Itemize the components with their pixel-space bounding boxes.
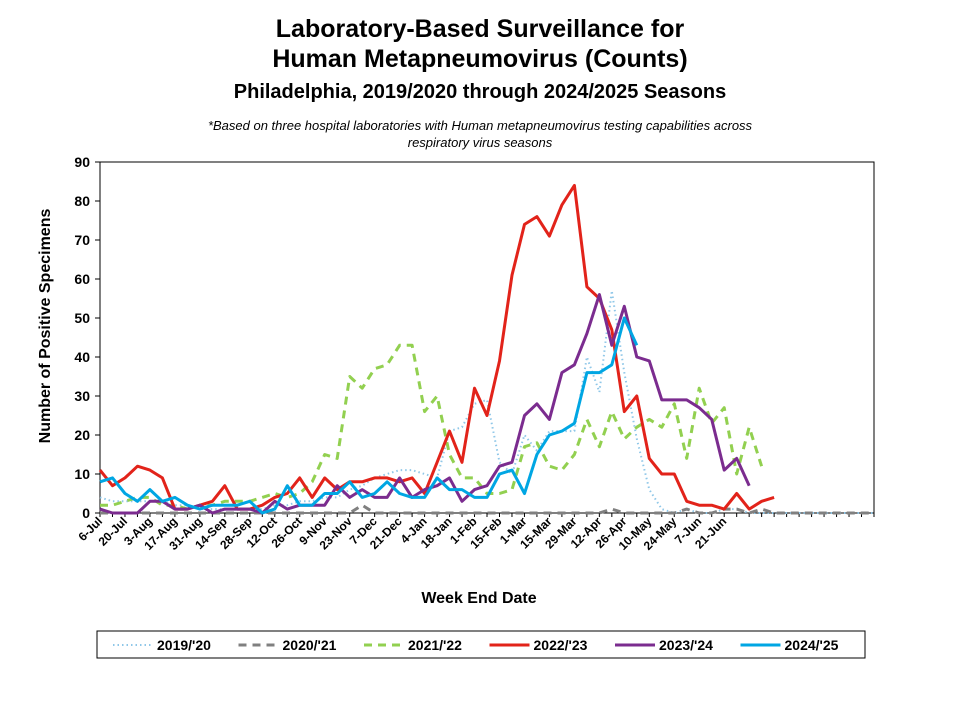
chart-note-line-1: *Based on three hospital laboratories wi… [207, 118, 753, 133]
legend-label: 2024/'25 [785, 637, 839, 653]
legend-label: 2020/'21 [283, 637, 337, 653]
series-line-5 [99, 316, 639, 515]
x-axis-title: Week End Date [421, 590, 536, 607]
y-tick-label: 50 [74, 310, 90, 326]
legend-label: 2019/'20 [157, 637, 211, 653]
y-tick-label: 80 [74, 193, 90, 209]
legend-box [96, 630, 866, 659]
x-tick-label: 20-Jul [96, 514, 130, 548]
chart-title-line-2: Human Metapneumovirus (Counts) [272, 45, 688, 73]
legend-label: 2021/'22 [408, 637, 462, 653]
x-axis: 6-Jul20-Jul3-Aug17-Aug31-Aug14-Sep28-Sep… [75, 513, 875, 553]
y-tick-label: 40 [74, 349, 90, 365]
y-tick-label: 20 [74, 427, 90, 443]
plot-area [99, 161, 875, 514]
series-line-3 [98, 183, 775, 511]
legend-label: 2022/'23 [534, 637, 588, 653]
y-tick-label: 70 [74, 232, 90, 248]
y-tick-label: 90 [74, 154, 90, 170]
chart-subtitle: Philadelphia, 2019/2020 through 2024/202… [233, 81, 727, 103]
y-tick-label: 60 [74, 271, 90, 287]
series-layer [98, 183, 874, 515]
y-tick-label: 0 [82, 505, 90, 521]
legend-label: 2023/'24 [659, 637, 713, 653]
y-axis: 0 10 20 30 40 50 60 70 80 90 [74, 154, 100, 521]
series-line-1 [100, 503, 874, 515]
plot-frame [99, 161, 875, 514]
y-axis-title: Number of Positive Specimens [37, 209, 54, 444]
y-tick-label: 30 [74, 388, 90, 404]
chart-title-line-1: Laboratory-Based Surveillance for [275, 15, 685, 43]
chart-note-line-2: respiratory virus seasons [407, 135, 553, 150]
series-line-4 [99, 293, 751, 515]
legend: 2019/'20 2020/'21 2021/'22 2022/'23 2023/'24… [96, 630, 866, 659]
y-tick-label: 10 [74, 466, 90, 482]
